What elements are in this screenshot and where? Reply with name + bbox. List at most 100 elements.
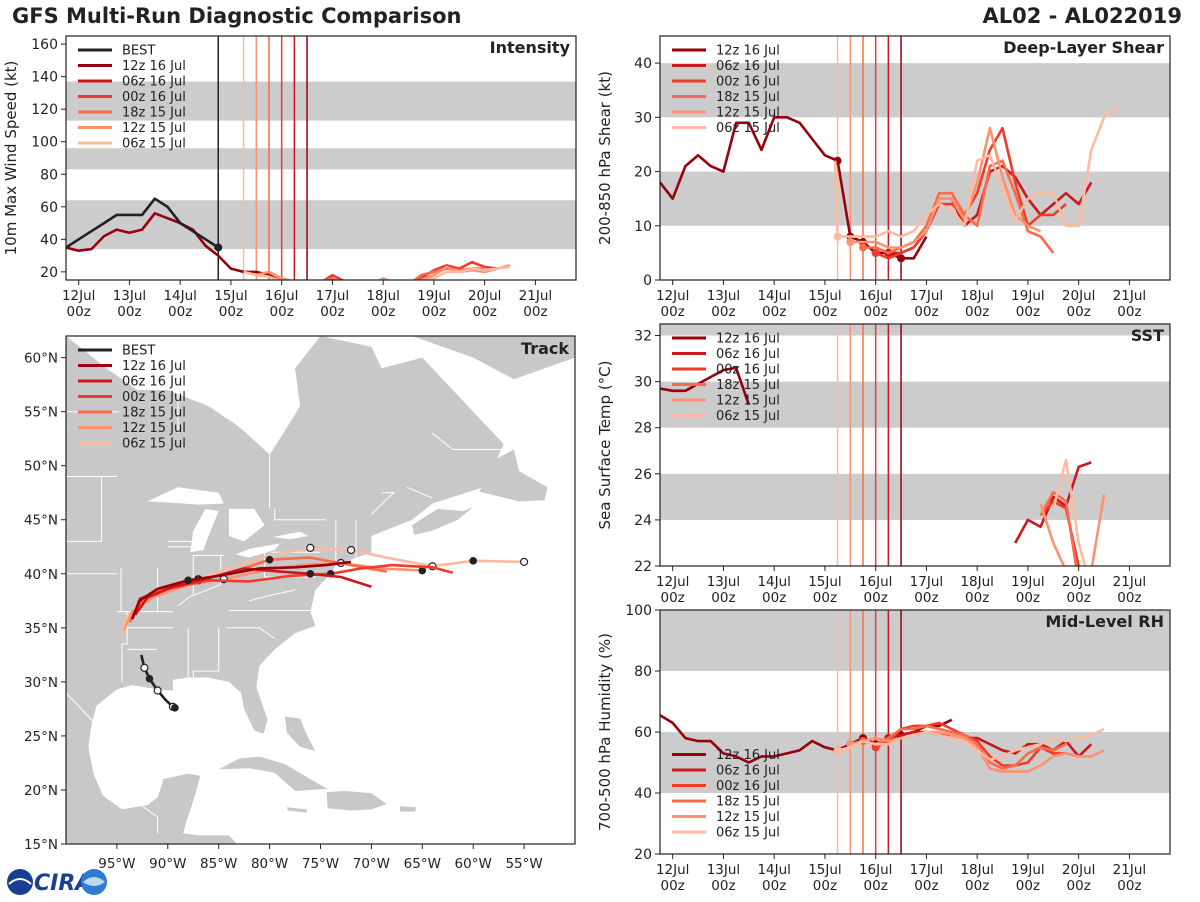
series-18z-15-jul — [1039, 490, 1078, 566]
y-tick-label: 26 — [634, 467, 652, 483]
lat-tick-label: 45°N — [24, 513, 58, 529]
state-border — [177, 584, 221, 607]
lat-tick-label: 40°N — [24, 567, 58, 583]
lat-tick-label: 15°N — [24, 837, 58, 853]
lat-tick-label: 50°N — [24, 459, 58, 475]
series-06z-16-jul — [328, 278, 337, 280]
x-tick-label: 15Jul — [808, 862, 841, 878]
y-tick-label: 24 — [634, 513, 652, 529]
track-12z-16-jul — [130, 560, 352, 620]
y-tick-label: 32 — [634, 329, 652, 345]
y-tick-label: 40 — [634, 786, 652, 802]
series-06z-16-jul — [1014, 461, 1092, 544]
land-jamaica — [286, 807, 308, 813]
legend-label: 18z 15 Jul — [716, 795, 780, 810]
x-tick-label: 20Jul — [1062, 574, 1095, 590]
x-tick-label: 17Jul — [316, 288, 349, 304]
legend-label: BEST — [122, 344, 155, 359]
x-tick-sublabel: 00z — [523, 304, 547, 320]
x-tick-label: 21Jul — [1113, 862, 1146, 878]
y-tick-label: 10 — [634, 219, 652, 235]
series-00z-16-jul — [322, 260, 498, 280]
shaded-band — [660, 63, 1170, 118]
legend-label: 00z 16 Jul — [122, 390, 186, 405]
x-tick-label: 16Jul — [859, 574, 892, 590]
legend-label: 06z 15 Jul — [716, 826, 780, 841]
x-tick-label: 13Jul — [707, 862, 740, 878]
plot-body — [660, 36, 1170, 280]
x-tick-sublabel: 00z — [661, 590, 685, 606]
series-18z-15-jul — [862, 724, 1067, 770]
storm-id: AL02 - AL022019 — [982, 4, 1183, 28]
lon-tick-label: 60°W — [455, 856, 492, 872]
lon-tick-label: 75°W — [302, 856, 339, 872]
y-tick-label: 30 — [634, 375, 652, 391]
x-tick-sublabel: 00z — [864, 304, 888, 320]
plot-body — [660, 324, 1170, 566]
lat-tick-label: 55°N — [24, 405, 58, 421]
x-tick-label: 13Jul — [113, 288, 146, 304]
x-tick-label: 19Jul — [1011, 288, 1044, 304]
shaded-band — [660, 610, 1170, 671]
lat-tick-label: 35°N — [24, 621, 58, 637]
shaded-band — [660, 732, 1170, 793]
series-12z-15-jul — [850, 126, 1042, 249]
x-tick-sublabel: 00z — [914, 304, 938, 320]
x-tick-sublabel: 00z — [117, 304, 141, 320]
legend-label: 12z 16 Jul — [716, 748, 780, 763]
x-tick-sublabel: 00z — [1117, 304, 1141, 320]
state-border — [142, 805, 159, 834]
legend-label: 06z 15 Jul — [716, 121, 780, 136]
water-lake-huron — [228, 508, 265, 542]
series-18z-15-jul — [863, 159, 1055, 255]
x-tick-label: 14Jul — [757, 862, 790, 878]
x-tick-sublabel: 00z — [864, 590, 888, 606]
series-06z-15-jul — [1052, 458, 1087, 566]
x-tick-sublabel: 00z — [711, 304, 735, 320]
x-tick-sublabel: 00z — [762, 590, 786, 606]
x-tick-sublabel: 00z — [864, 878, 888, 894]
y-tick-label: 80 — [40, 167, 58, 183]
data-point — [833, 232, 842, 241]
x-tick-label: 17Jul — [910, 288, 943, 304]
plot-body — [660, 610, 1170, 854]
x-tick-label: 15Jul — [808, 288, 841, 304]
x-tick-label: 19Jul — [1011, 574, 1044, 590]
x-tick-label: 20Jul — [1062, 288, 1095, 304]
logo-wave-icon — [83, 877, 105, 886]
cira-logo: CIRA — [4, 866, 108, 898]
legend-label: 06z 16 Jul — [716, 59, 780, 74]
shaded-band — [660, 381, 1170, 428]
shaded-band — [66, 200, 576, 250]
track-position-filled — [418, 566, 427, 575]
land-north-america — [66, 336, 504, 844]
plot-frame — [65, 35, 577, 281]
x-tick-sublabel: 00z — [270, 304, 294, 320]
y-tick-label: 20 — [634, 847, 652, 863]
x-tick-label: 19Jul — [1011, 862, 1044, 878]
x-tick-sublabel: 00z — [914, 590, 938, 606]
panel-title: Track — [521, 339, 569, 358]
lat-tick-label: 60°N — [24, 351, 58, 367]
x-tick-label: 15Jul — [808, 574, 841, 590]
y-tick-label: 0 — [643, 273, 652, 289]
x-tick-label: 21Jul — [519, 288, 552, 304]
lon-tick-label: 70°W — [353, 856, 390, 872]
series-12z-15-jul — [1039, 494, 1106, 566]
data-point — [897, 254, 906, 263]
lon-tick-label: 55°W — [505, 856, 542, 872]
data-point — [214, 243, 223, 252]
x-tick-sublabel: 00z — [1016, 304, 1040, 320]
track-position-open — [140, 663, 149, 672]
series-06z-15-jul — [243, 265, 511, 280]
x-tick-sublabel: 00z — [1067, 878, 1091, 894]
x-tick-label: 18Jul — [366, 288, 399, 304]
legend-label: BEST — [122, 44, 155, 59]
x-tick-sublabel: 00z — [965, 878, 989, 894]
x-tick-label: 18Jul — [960, 574, 993, 590]
lat-tick-label: 20°N — [24, 783, 58, 799]
logo-globe-icon — [7, 869, 33, 895]
series-12z-15-jul — [849, 730, 1105, 773]
y-tick-label: 120 — [31, 102, 58, 118]
shaded-band — [660, 324, 1170, 336]
